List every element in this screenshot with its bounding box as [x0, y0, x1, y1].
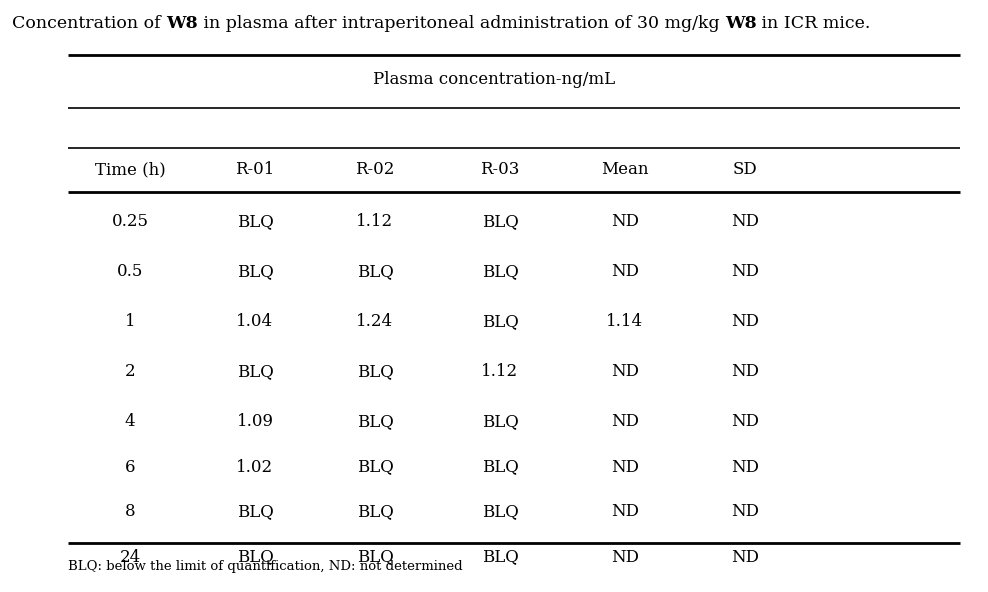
Text: 2: 2: [124, 363, 135, 381]
Text: BLQ: BLQ: [481, 458, 519, 475]
Text: Mean: Mean: [602, 162, 649, 179]
Text: ND: ND: [611, 504, 639, 520]
Text: BLQ: BLQ: [481, 263, 519, 281]
Text: W8: W8: [166, 15, 198, 32]
Text: 0.5: 0.5: [117, 263, 143, 281]
Text: BLQ: BLQ: [357, 549, 393, 565]
Text: 1.14: 1.14: [607, 314, 643, 330]
Text: ND: ND: [611, 413, 639, 430]
Text: ND: ND: [611, 214, 639, 230]
Text: 1: 1: [124, 314, 135, 330]
Text: BLQ: BLQ: [481, 314, 519, 330]
Text: BLQ: BLQ: [357, 504, 393, 520]
Text: 4: 4: [124, 413, 135, 430]
Text: ND: ND: [611, 263, 639, 281]
Text: BLQ: BLQ: [357, 363, 393, 381]
Text: BLQ: BLQ: [236, 549, 274, 565]
Text: 6: 6: [124, 458, 135, 475]
Text: in plasma after intraperitoneal administration of 30 mg/kg: in plasma after intraperitoneal administ…: [198, 15, 725, 32]
Text: ND: ND: [611, 549, 639, 565]
Text: BLQ: BLQ: [357, 263, 393, 281]
Text: BLQ: BLQ: [236, 504, 274, 520]
Text: R-01: R-01: [235, 162, 275, 179]
Text: R-02: R-02: [356, 162, 394, 179]
Text: ND: ND: [731, 214, 759, 230]
Text: ND: ND: [731, 504, 759, 520]
Text: ND: ND: [731, 363, 759, 381]
Text: BLQ: BLQ: [357, 413, 393, 430]
Text: 8: 8: [124, 504, 135, 520]
Text: 1.04: 1.04: [236, 314, 274, 330]
Text: 1.24: 1.24: [357, 314, 393, 330]
Text: ND: ND: [731, 458, 759, 475]
Text: SD: SD: [733, 162, 758, 179]
Text: 1.09: 1.09: [236, 413, 274, 430]
Text: ND: ND: [611, 458, 639, 475]
Text: R-03: R-03: [480, 162, 520, 179]
Text: Plasma concentration-ng/mL: Plasma concentration-ng/mL: [372, 72, 616, 88]
Text: W8: W8: [725, 15, 757, 32]
Text: BLQ: BLQ: [236, 363, 274, 381]
Text: BLQ: BLQ: [357, 458, 393, 475]
Text: ND: ND: [731, 314, 759, 330]
Text: in ICR mice.: in ICR mice.: [757, 15, 870, 32]
Text: 0.25: 0.25: [112, 214, 148, 230]
Text: Time (h): Time (h): [95, 162, 165, 179]
Text: 24: 24: [120, 549, 140, 565]
Text: 1.12: 1.12: [481, 363, 519, 381]
Text: BLQ: BLQ: [481, 214, 519, 230]
Text: Concentration of: Concentration of: [12, 15, 166, 32]
Text: 1.12: 1.12: [357, 214, 393, 230]
Text: 1.02: 1.02: [236, 458, 274, 475]
Text: BLQ: BLQ: [236, 214, 274, 230]
Text: BLQ: below the limit of quantification, ND: not determined: BLQ: below the limit of quantification, …: [68, 560, 462, 573]
Text: BLQ: BLQ: [481, 549, 519, 565]
Text: ND: ND: [611, 363, 639, 381]
Text: BLQ: BLQ: [481, 413, 519, 430]
Text: ND: ND: [731, 549, 759, 565]
Text: BLQ: BLQ: [481, 504, 519, 520]
Text: BLQ: BLQ: [236, 263, 274, 281]
Text: ND: ND: [731, 413, 759, 430]
Text: ND: ND: [731, 263, 759, 281]
